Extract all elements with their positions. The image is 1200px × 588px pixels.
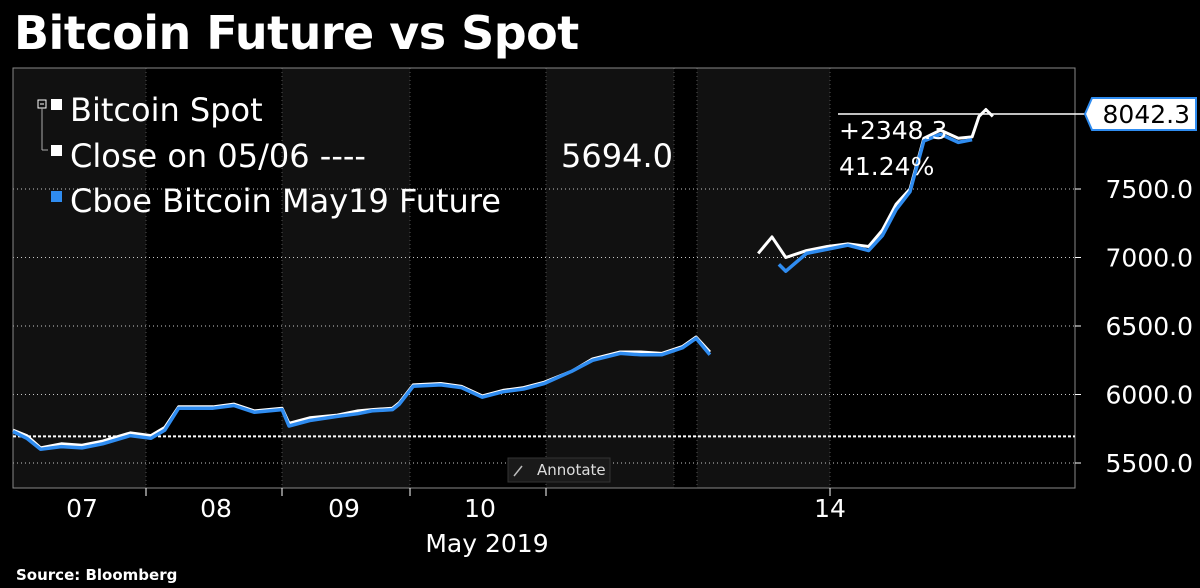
plot-border [12,67,1076,489]
legend-swatch-close [51,145,62,156]
x-tick-label-0: 07 [66,494,98,523]
session-band-0 [13,68,146,488]
annotate-button[interactable]: Annotate [507,457,611,483]
legend: Bitcoin Spot Close on 05/06 ---- 5694.0 … [37,91,673,220]
y-tick-label-0: 5500.0 [1106,449,1193,478]
session-band-2 [546,68,674,488]
y-tick-label-2: 6500.0 [1106,312,1193,341]
legend-swatch-spot [51,99,62,110]
chart-title: Bitcoin Future vs Spot [14,6,579,60]
x-axis-title: May 2019 [425,529,548,558]
legend-item-spot[interactable]: Bitcoin Spot [37,91,263,151]
legend-value-close: 5694.0 [561,137,673,175]
legend-item-close[interactable]: Close on 05/06 ---- 5694.0 [51,137,673,175]
last-value-tag: 8042.3 [1083,97,1197,131]
plot-frame [12,67,1076,489]
y-tick-label-1: 6000.0 [1106,381,1193,410]
x-tick-label-4: 14 [814,494,846,523]
session-band-1 [282,68,410,488]
y-axis: 5500.0 6000.0 6500.0 7000.0 7500.0 [1075,175,1193,478]
x-tick-label-2: 09 [328,494,360,523]
x-axis: 07 08 09 10 14 May 2019 [66,488,846,558]
x-tick-label-1: 08 [200,494,232,523]
change-label: +2348.3 [839,116,947,145]
gridlines [13,68,1075,488]
annotate-button-bg [507,457,611,483]
legend-label-spot: Bitcoin Spot [70,91,263,129]
last-value-tag-bg [1083,97,1197,131]
reference-line-layer [13,113,1085,438]
last-value-label: 8042.3 [1103,100,1190,129]
legend-label-close: Close on 05/06 ---- [70,137,366,175]
pencil-icon [513,465,523,477]
series-line-spot-1 [757,108,994,259]
legend-item-future[interactable]: Cboe Bitcoin May19 Future [51,182,501,220]
y-tick-label-3: 7000.0 [1106,244,1193,273]
annotate-label: Annotate [537,461,606,479]
session-band-3 [697,68,830,488]
source-note: Source: Bloomberg [16,566,178,584]
legend-swatch-future [51,191,62,202]
change-pct-label: 41.24% [839,152,934,181]
y-tick-label-4: 7500.0 [1106,175,1193,204]
series-line-future-0 [12,336,712,452]
legend-label-future: Cboe Bitcoin May19 Future [70,182,501,220]
series-line-future-1 [777,132,973,273]
x-tick-label-3: 10 [464,494,496,523]
session-shading [13,68,830,488]
